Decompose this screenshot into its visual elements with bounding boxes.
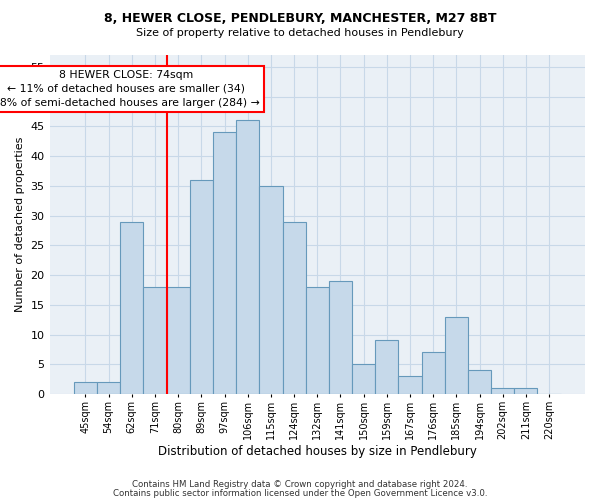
Bar (491, 388, 514, 394)
Bar (74, 382, 97, 394)
Bar (120, 222, 143, 394)
Text: Contains public sector information licensed under the Open Government Licence v3: Contains public sector information licen… (113, 490, 487, 498)
Bar (190, 180, 213, 394)
Bar (514, 388, 538, 394)
Bar (283, 222, 305, 394)
Bar (259, 186, 283, 394)
Text: Size of property relative to detached houses in Pendlebury: Size of property relative to detached ho… (136, 28, 464, 38)
Bar (468, 370, 491, 394)
Text: 8 HEWER CLOSE: 74sqm
← 11% of detached houses are smaller (34)
88% of semi-detac: 8 HEWER CLOSE: 74sqm ← 11% of detached h… (0, 70, 259, 108)
Bar (213, 132, 236, 394)
Bar (422, 352, 445, 394)
Bar (445, 316, 468, 394)
Bar (97, 382, 120, 394)
Bar (143, 287, 167, 394)
Bar (352, 364, 375, 394)
Bar (236, 120, 259, 394)
Bar (329, 281, 352, 394)
Bar (167, 287, 190, 394)
Text: 8, HEWER CLOSE, PENDLEBURY, MANCHESTER, M27 8BT: 8, HEWER CLOSE, PENDLEBURY, MANCHESTER, … (104, 12, 496, 26)
Bar (305, 287, 329, 394)
X-axis label: Distribution of detached houses by size in Pendlebury: Distribution of detached houses by size … (158, 444, 477, 458)
Text: Contains HM Land Registry data © Crown copyright and database right 2024.: Contains HM Land Registry data © Crown c… (132, 480, 468, 489)
Bar (375, 340, 398, 394)
Bar (398, 376, 422, 394)
Y-axis label: Number of detached properties: Number of detached properties (15, 137, 25, 312)
